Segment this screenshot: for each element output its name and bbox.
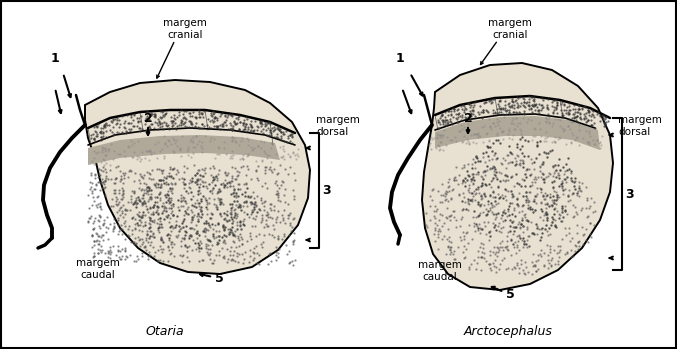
Text: 2: 2 (464, 111, 473, 125)
Polygon shape (85, 80, 310, 274)
Text: margem
caudal: margem caudal (418, 260, 462, 282)
Text: margem
dorsal: margem dorsal (316, 115, 360, 136)
Text: 3: 3 (625, 187, 634, 200)
Text: margem
dorsal: margem dorsal (618, 115, 662, 136)
Polygon shape (88, 135, 280, 165)
Text: margem
caudal: margem caudal (76, 258, 120, 280)
Text: 1: 1 (395, 52, 404, 65)
Text: 5: 5 (215, 272, 224, 284)
Polygon shape (422, 63, 613, 290)
Polygon shape (435, 116, 600, 150)
Text: Otaria: Otaria (146, 325, 184, 338)
Text: 5: 5 (506, 288, 515, 300)
Text: 2: 2 (144, 111, 152, 125)
Text: Arctocephalus: Arctocephalus (464, 325, 552, 338)
Text: 3: 3 (322, 184, 330, 196)
Text: 1: 1 (51, 52, 60, 65)
Text: margem
cranial: margem cranial (488, 18, 532, 39)
Text: margem
cranial: margem cranial (163, 18, 207, 39)
